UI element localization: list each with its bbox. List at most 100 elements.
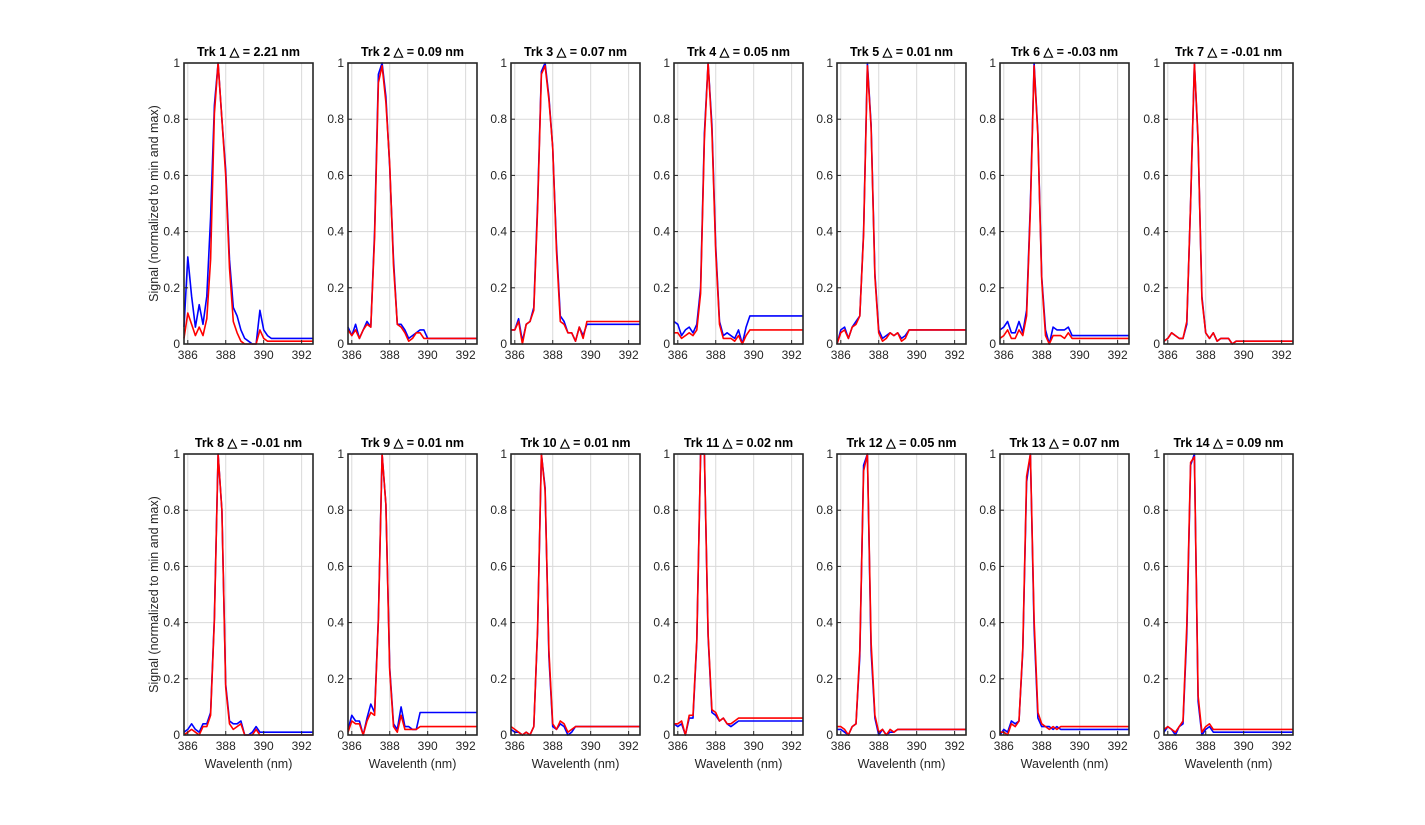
x-axis-label: Wavelenth (nm) — [858, 757, 946, 771]
x-axis-label: Wavelenth (nm) — [369, 757, 457, 771]
x-tick-label: 388 — [1196, 739, 1216, 753]
subplot-title: Trk 7 △ = -0.01 nm — [1175, 45, 1282, 59]
x-tick-label: 392 — [619, 348, 639, 362]
y-tick-label: 0.8 — [163, 112, 180, 126]
y-tick-label: 1 — [337, 447, 344, 461]
y-tick-label: 0.4 — [327, 616, 344, 630]
y-tick-label: 0.4 — [816, 616, 833, 630]
subplot-title: Trk 3 △ = 0.07 nm — [524, 45, 627, 59]
y-tick-label: 0.8 — [1143, 503, 1160, 517]
y-tick-label: 0.4 — [327, 225, 344, 239]
subplot-title: Trk 11 △ = 0.02 nm — [684, 436, 793, 450]
x-tick-label: 390 — [744, 739, 764, 753]
plot-area — [1000, 454, 1129, 735]
y-tick-label: 1 — [500, 447, 507, 461]
y-tick-label: 0.4 — [653, 225, 670, 239]
y-tick-label: 0.6 — [1143, 559, 1160, 573]
y-tick-label: 0.4 — [163, 616, 180, 630]
y-tick-label: 0.6 — [490, 559, 507, 573]
axes-box — [673, 62, 804, 345]
y-tick-label: 0.6 — [979, 559, 996, 573]
subplot-title: Trk 6 △ = -0.03 nm — [1011, 45, 1118, 59]
x-tick-label: 386 — [178, 739, 198, 753]
y-tick-label: 0 — [173, 728, 180, 742]
x-axis-label: Wavelenth (nm) — [1021, 757, 1109, 771]
y-tick-label: 0 — [663, 728, 670, 742]
axes-box — [1163, 62, 1294, 345]
x-tick-label: 388 — [380, 739, 400, 753]
y-tick-label: 0.6 — [327, 559, 344, 573]
x-tick-label: 386 — [668, 348, 688, 362]
y-tick-label: 0.2 — [490, 672, 507, 686]
y-tick-label: 1 — [826, 56, 833, 70]
red-series-line — [674, 453, 803, 736]
plot-area — [348, 454, 477, 735]
red-series-line — [347, 65, 477, 343]
plot-area — [1164, 63, 1293, 344]
x-tick-label: 392 — [782, 739, 802, 753]
y-tick-label: 0.2 — [163, 672, 180, 686]
x-tick-label: 388 — [543, 348, 563, 362]
y-tick-label: 0 — [1153, 728, 1160, 742]
red-series-line — [1163, 62, 1293, 345]
subplot-panel-3: 386 388 390 392 0 0.2 0.4 0.6 0.8 1 Trk 3 △ = 0.07… — [490, 45, 641, 362]
subplot-title: Trk 1 △ = 2.21 nm — [197, 45, 300, 59]
x-tick-label: 392 — [456, 739, 476, 753]
x-axis-label: Wavelenth (nm) — [1185, 757, 1273, 771]
y-tick-label: 0 — [989, 728, 996, 742]
red-series-line — [511, 65, 640, 345]
subplot-title: Trk 12 △ = 0.05 nm — [846, 436, 956, 450]
y-tick-label: 0.6 — [163, 559, 180, 573]
x-tick-label: 386 — [505, 348, 525, 362]
y-tick-label: 0 — [337, 728, 344, 742]
blue-series-line — [673, 62, 803, 345]
y-tick-label: 0.2 — [1143, 281, 1160, 295]
y-tick-label: 0.4 — [1143, 225, 1160, 239]
plot-area — [674, 63, 803, 344]
axes-box — [999, 453, 1130, 736]
x-tick-label: 392 — [292, 739, 312, 753]
x-tick-label: 388 — [706, 739, 726, 753]
y-tick-label: 1 — [1153, 56, 1160, 70]
subplot-title: Trk 4 △ = 0.05 nm — [687, 45, 790, 59]
x-tick-label: 392 — [456, 348, 476, 362]
y-tick-label: 0.2 — [327, 281, 344, 295]
y-tick-label: 0.8 — [490, 112, 507, 126]
x-tick-label: 390 — [1070, 739, 1090, 753]
x-tick-label: 388 — [543, 739, 563, 753]
y-tick-label: 1 — [1153, 447, 1160, 461]
x-tick-label: 388 — [1196, 348, 1216, 362]
y-tick-label: 0.8 — [1143, 112, 1160, 126]
plot-area — [184, 63, 313, 344]
y-tick-label: 0.2 — [979, 281, 996, 295]
subplot-panel-2: 386 388 390 392 0 0.2 0.4 0.6 0.8 1 Trk 2 △ = 0.09… — [327, 45, 478, 362]
x-tick-label: 390 — [1234, 348, 1254, 362]
plot-area — [674, 454, 803, 735]
y-tick-label: 1 — [989, 56, 996, 70]
axes-box — [1163, 453, 1294, 736]
y-tick-label: 0.8 — [327, 503, 344, 517]
blue-series-line — [999, 62, 1129, 345]
y-tick-label: 0.2 — [653, 281, 670, 295]
y-tick-label: 0 — [337, 337, 344, 351]
plot-area — [511, 454, 640, 735]
subplot-panel-11: 386 388 390 392 0 0.2 0.4 0.6 0.8 1 Trk 11 △ = 0.0… — [653, 436, 804, 771]
y-tick-label: 0.6 — [327, 168, 344, 182]
y-tick-label: 0.4 — [979, 225, 996, 239]
plot-area — [184, 454, 313, 735]
x-tick-label: 390 — [744, 348, 764, 362]
x-tick-label: 388 — [869, 348, 889, 362]
axes-box — [183, 62, 314, 345]
y-tick-label: 0.6 — [816, 559, 833, 573]
y-tick-label: 0.8 — [163, 503, 180, 517]
x-tick-label: 392 — [945, 739, 965, 753]
axes-box — [183, 453, 314, 736]
x-tick-label: 386 — [1158, 348, 1178, 362]
y-tick-label: 0.6 — [816, 168, 833, 182]
y-tick-label: 0.2 — [816, 672, 833, 686]
x-tick-label: 390 — [254, 348, 274, 362]
y-tick-label: 0.2 — [979, 672, 996, 686]
x-tick-label: 386 — [1158, 739, 1178, 753]
y-axis-label: Signal (normalized to min and max) — [147, 496, 161, 693]
y-tick-label: 0 — [500, 337, 507, 351]
